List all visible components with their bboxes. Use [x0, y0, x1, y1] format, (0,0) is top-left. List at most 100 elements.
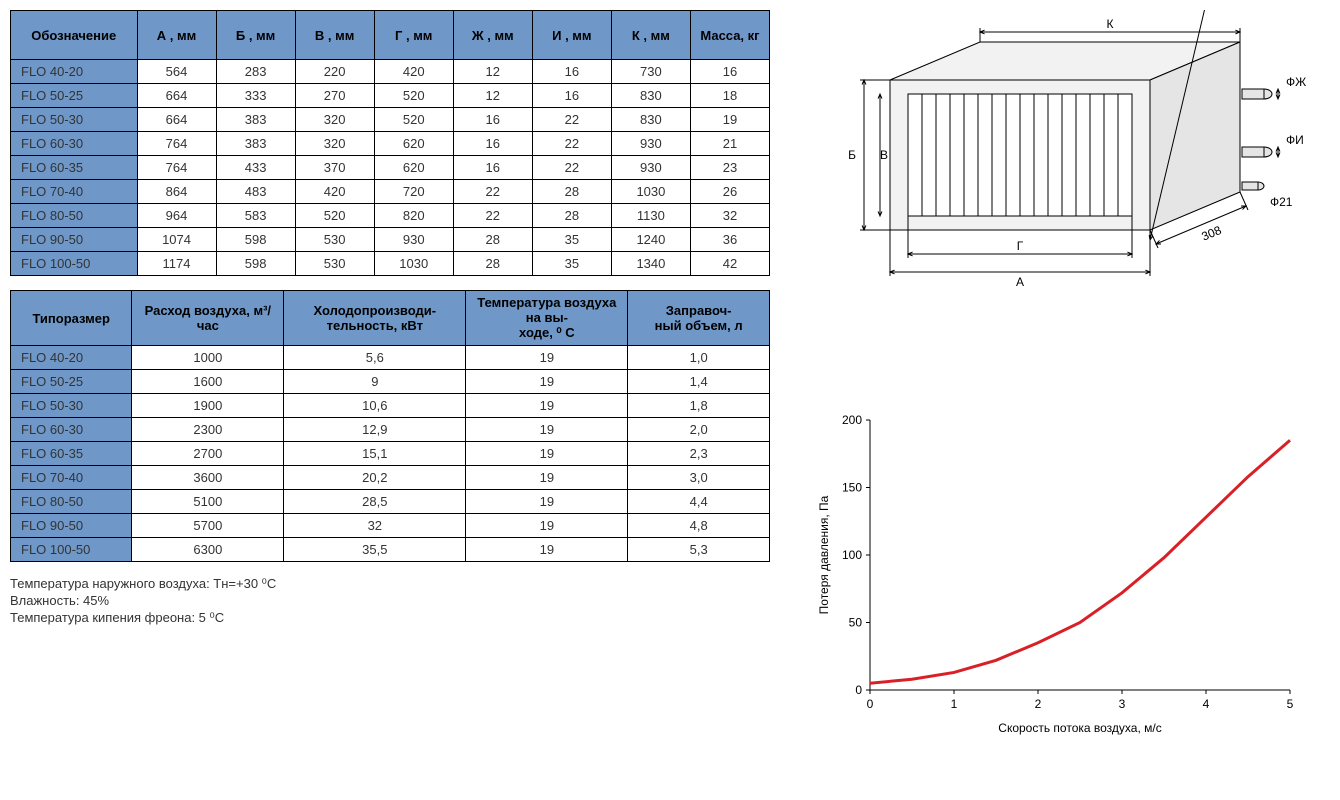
svg-text:ФЖ: ФЖ: [1286, 75, 1306, 89]
svg-text:50: 50: [849, 616, 863, 630]
table-cell: 19: [466, 418, 628, 442]
table-cell: 1,8: [628, 394, 770, 418]
table-cell: 1030: [611, 180, 690, 204]
table-cell: 830: [611, 84, 690, 108]
svg-text:2: 2: [1035, 697, 1042, 711]
footnote-2: Влажность: 45%: [10, 593, 770, 610]
table-cell: 3,0: [628, 466, 770, 490]
table-cell: 1174: [137, 252, 216, 276]
table-cell: 930: [611, 156, 690, 180]
table-header: А , мм: [137, 11, 216, 60]
table-cell: 1,4: [628, 370, 770, 394]
row-label: FLO 100-50: [11, 538, 132, 562]
table-cell: 1,0: [628, 346, 770, 370]
table-row: FLO 90-5010745985309302835124036: [11, 228, 770, 252]
table-cell: 5,6: [284, 346, 466, 370]
table-cell: 32: [690, 204, 769, 228]
row-label: FLO 60-35: [11, 156, 138, 180]
row-label: FLO 40-20: [11, 60, 138, 84]
table-cell: 564: [137, 60, 216, 84]
table-cell: 1900: [132, 394, 284, 418]
table-cell: 1240: [611, 228, 690, 252]
table-cell: 15,1: [284, 442, 466, 466]
table-cell: 19: [466, 442, 628, 466]
table-cell: 1130: [611, 204, 690, 228]
table-cell: 16: [453, 156, 532, 180]
row-label: FLO 60-35: [11, 442, 132, 466]
table-header: Заправоч-ный объем, л: [628, 291, 770, 346]
table-cell: 5700: [132, 514, 284, 538]
table-cell: 28,5: [284, 490, 466, 514]
table-cell: 19: [690, 108, 769, 132]
table-row: FLO 100-50630035,5195,3: [11, 538, 770, 562]
table-cell: 19: [466, 394, 628, 418]
table-cell: 730: [611, 60, 690, 84]
table-cell: 420: [295, 180, 374, 204]
table-cell: 32: [284, 514, 466, 538]
table-cell: 620: [374, 132, 453, 156]
table-cell: 28: [453, 252, 532, 276]
table-cell: 4,8: [628, 514, 770, 538]
table-cell: 2,0: [628, 418, 770, 442]
table-cell: 964: [137, 204, 216, 228]
row-label: FLO 50-25: [11, 370, 132, 394]
table-cell: 1074: [137, 228, 216, 252]
table-cell: 664: [137, 84, 216, 108]
svg-text:В: В: [880, 148, 888, 162]
footnote-3: Температура кипения фреона: 5 ⁰С: [10, 610, 770, 627]
table-cell: 930: [374, 228, 453, 252]
table-cell: 720: [374, 180, 453, 204]
table-cell: 530: [295, 252, 374, 276]
table-cell: 16: [453, 132, 532, 156]
table-cell: 764: [137, 156, 216, 180]
svg-text:5: 5: [1287, 697, 1294, 711]
table-cell: 22: [532, 108, 611, 132]
table-header: В , мм: [295, 11, 374, 60]
svg-text:К: К: [1107, 17, 1114, 31]
row-label: FLO 60-30: [11, 132, 138, 156]
table-cell: 10,6: [284, 394, 466, 418]
table-header: Расход воздуха, м³/час: [132, 291, 284, 346]
table-cell: 598: [216, 252, 295, 276]
footnotes: Температура наружного воздуха: Тн=+30 ⁰С…: [10, 576, 770, 627]
table-cell: 2,3: [628, 442, 770, 466]
table-cell: 16: [690, 60, 769, 84]
table-cell: 19: [466, 538, 628, 562]
table-header: Обозначение: [11, 11, 138, 60]
table-cell: 19: [466, 370, 628, 394]
table-cell: 4,4: [628, 490, 770, 514]
table-cell: 483: [216, 180, 295, 204]
table-cell: 19: [466, 346, 628, 370]
table-cell: 520: [295, 204, 374, 228]
table-row: FLO 80-509645835208202228113032: [11, 204, 770, 228]
row-label: FLO 50-30: [11, 394, 132, 418]
table-cell: 3600: [132, 466, 284, 490]
svg-text:ФИ: ФИ: [1286, 133, 1304, 147]
row-label: FLO 70-40: [11, 180, 138, 204]
table-cell: 20,2: [284, 466, 466, 490]
row-label: FLO 90-50: [11, 514, 132, 538]
table-row: FLO 80-50510028,5194,4: [11, 490, 770, 514]
table-header: Г , мм: [374, 11, 453, 60]
table-cell: 583: [216, 204, 295, 228]
row-label: FLO 40-20: [11, 346, 132, 370]
table-row: FLO 50-30664383320520162283019: [11, 108, 770, 132]
table-cell: 9: [284, 370, 466, 394]
svg-text:1: 1: [951, 697, 958, 711]
table-cell: 2700: [132, 442, 284, 466]
row-label: FLO 100-50: [11, 252, 138, 276]
svg-text:308: 308: [1199, 223, 1223, 244]
table-header: Б , мм: [216, 11, 295, 60]
svg-text:Потеря давления, Па: Потеря давления, Па: [817, 495, 831, 614]
table-cell: 1340: [611, 252, 690, 276]
table-cell: 35,5: [284, 538, 466, 562]
table-header: И , мм: [532, 11, 611, 60]
table-cell: 28: [453, 228, 532, 252]
table-cell: 28: [532, 204, 611, 228]
table-cell: 320: [295, 132, 374, 156]
table-cell: 16: [453, 108, 532, 132]
table-cell: 28: [532, 180, 611, 204]
row-label: FLO 80-50: [11, 204, 138, 228]
table-cell: 520: [374, 84, 453, 108]
footnote-1: Температура наружного воздуха: Тн=+30 ⁰С: [10, 576, 770, 593]
